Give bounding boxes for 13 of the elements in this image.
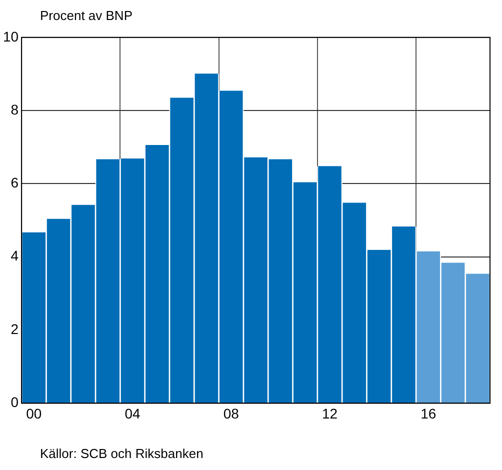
y-tick-label: 8 bbox=[10, 101, 19, 118]
y-tick-label: 0 bbox=[10, 394, 19, 410]
x-tick-label: 00 bbox=[26, 405, 42, 422]
x-tick-label: 04 bbox=[124, 405, 141, 422]
x-tick-label: 16 bbox=[420, 405, 436, 422]
y-tick-label: 4 bbox=[10, 248, 19, 264]
x-tick-label: 12 bbox=[322, 405, 338, 422]
x-tick-label: 08 bbox=[223, 405, 240, 422]
y-tick-label: 10 bbox=[2, 28, 19, 44]
y-tick-label: 6 bbox=[10, 174, 19, 191]
text: Källor: SCB och Riksbanken bbox=[40, 446, 204, 461]
y-tick-label: 2 bbox=[10, 320, 19, 337]
y-axis-title: Procent av BNP bbox=[40, 8, 132, 23]
